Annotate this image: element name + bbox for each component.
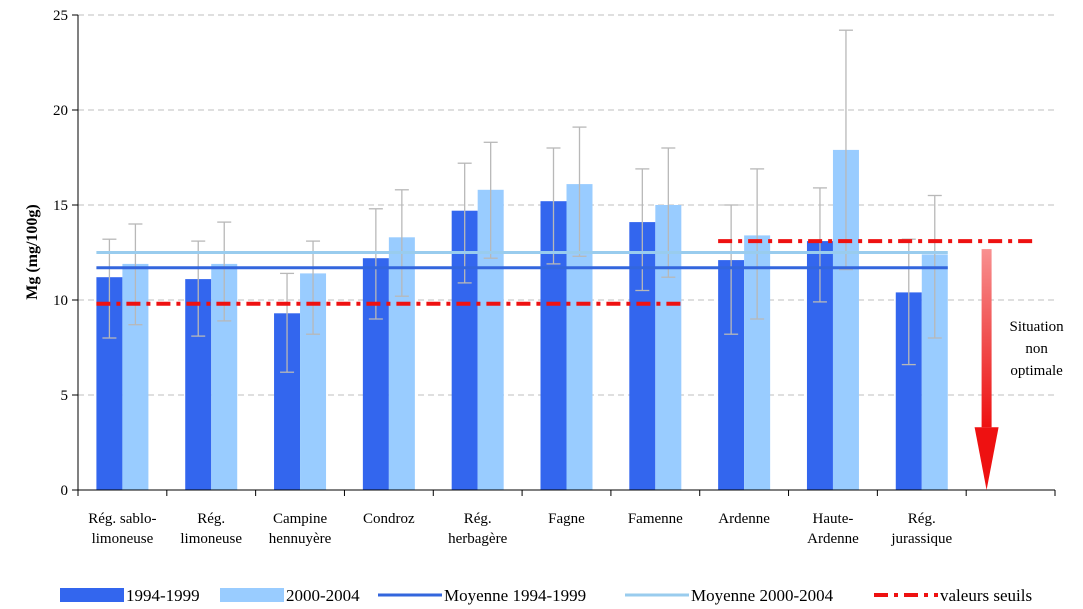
grid-lines <box>78 14 1055 396</box>
y-tick-label: 20 <box>53 103 68 119</box>
annotation-line: non <box>1025 341 1048 357</box>
y-tick-label: 15 <box>53 198 68 214</box>
legend: 1994-1999 2000-2004 Moyenne 1994-1999 Moyen… <box>60 586 1032 605</box>
x-tick-label: Rég. jurassique <box>890 511 952 547</box>
y-tick-label: 25 <box>53 8 68 24</box>
y-tick-label: 5 <box>61 388 69 404</box>
y-axis-title: Mg (mg/100g) <box>24 204 41 300</box>
annotation-box <box>992 312 1071 378</box>
legend-label: Moyenne 1994-1999 <box>444 586 586 605</box>
x-tick-label: Rég. limoneuse <box>180 511 242 547</box>
legend-label: 2000-2004 <box>286 586 360 605</box>
x-tick-label-line: Famenne <box>628 511 683 527</box>
x-tick-label: Fagne <box>548 511 585 527</box>
legend-label: valeurs seuils <box>940 586 1032 605</box>
x-tick-label-line: limoneuse <box>92 531 154 547</box>
legend-label: 1994-1999 <box>126 586 200 605</box>
arrow-head <box>974 427 999 490</box>
legend-swatch <box>60 588 124 602</box>
y-tick-label: 0 <box>61 483 69 499</box>
x-tick-label-line: Campine <box>273 511 327 527</box>
x-tick-label-line: Rég. <box>197 511 225 527</box>
x-tick-label-line: hennuyère <box>269 531 332 547</box>
legend-swatch <box>220 588 284 602</box>
annotation-line: optimale <box>1010 363 1063 379</box>
legend-item: 1994-1999 <box>60 586 200 605</box>
x-tick-label-line: Rég. sablo- <box>88 511 156 527</box>
x-axis: Rég. sablo-limoneuse Rég. limoneuse Campine… <box>77 489 1056 547</box>
x-tick-label: Ardenne <box>718 511 770 527</box>
legend-item: Moyenne 2000-2004 <box>625 586 834 605</box>
legend-label: Moyenne 2000-2004 <box>691 586 834 605</box>
y-axis: 0 5 10 15 20 25 <box>53 8 79 499</box>
legend-item: Moyenne 1994-1999 <box>378 586 586 605</box>
x-tick-label-line: herbagère <box>448 531 507 547</box>
x-tick-label-line: Fagne <box>548 511 585 527</box>
x-tick-label-line: Rég. <box>464 511 492 527</box>
x-tick-label: Condroz <box>363 511 415 527</box>
x-tick-label: Famenne <box>628 511 683 527</box>
legend-item: 2000-2004 <box>220 586 360 605</box>
y-tick-label: 10 <box>53 293 68 309</box>
threshold-lines <box>96 239 1037 306</box>
annotation-text: Situation non optimale <box>1010 319 1065 379</box>
x-tick-label-line: Condroz <box>363 511 415 527</box>
x-tick-label-line: jurassique <box>890 531 952 547</box>
x-tick-label: Haute- Ardenne <box>807 511 859 547</box>
annotation-line: Situation <box>1010 319 1065 335</box>
x-tick-label: Rég. sablo-limoneuse <box>88 511 156 547</box>
x-tick-label-line: Ardenne <box>718 511 770 527</box>
mean-lines <box>96 251 948 270</box>
x-tick-label-line: Rég. <box>908 511 936 527</box>
x-tick-label-line: limoneuse <box>180 531 242 547</box>
annotation: Situation non optimale <box>974 249 1071 490</box>
x-tick-label-line: Haute- <box>813 511 854 527</box>
x-tick-label-line: Ardenne <box>807 531 859 547</box>
legend-item: valeurs seuils <box>874 586 1032 605</box>
error-bars <box>102 29 942 373</box>
x-tick-label: Rég. herbagère <box>448 511 507 547</box>
arrow-shaft <box>981 249 992 428</box>
x-tick-label: Campine hennuyère <box>269 511 332 547</box>
